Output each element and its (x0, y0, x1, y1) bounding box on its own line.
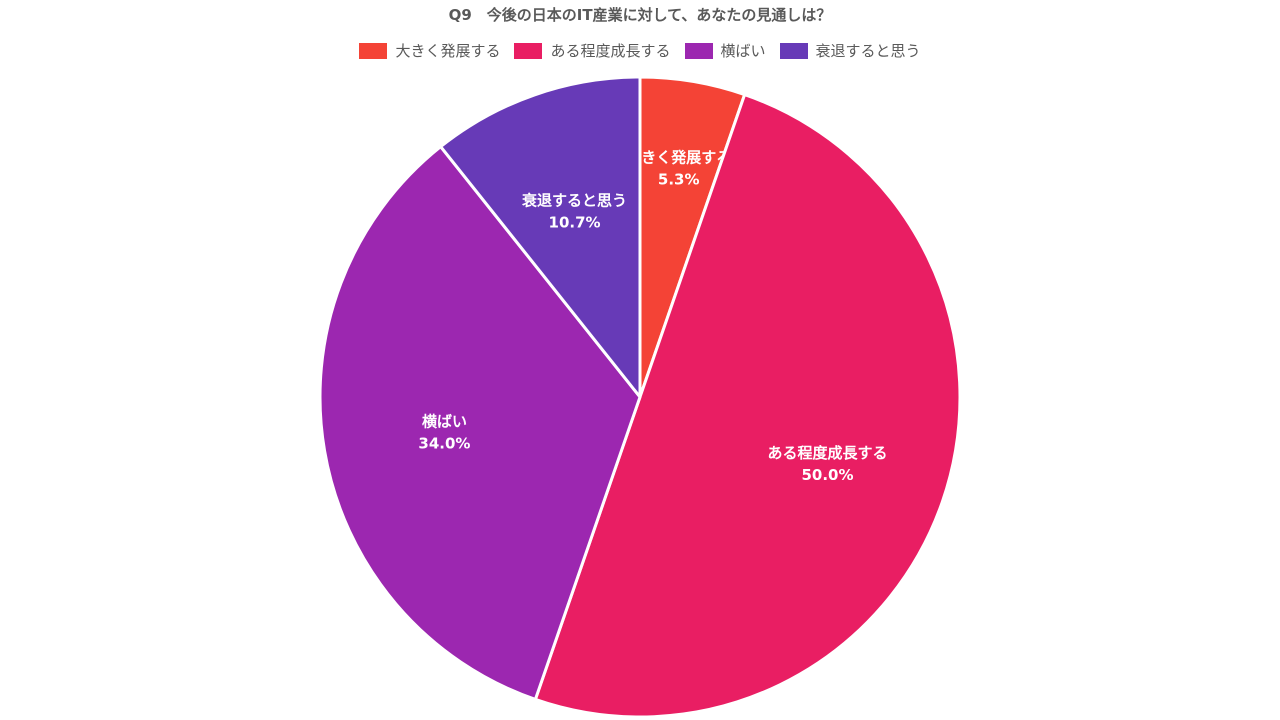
legend-swatch-3 (684, 42, 713, 59)
legend-item-2[interactable]: ある程度成長する (514, 40, 671, 61)
slice-category-label-4: 衰退すると思う (521, 192, 627, 210)
slice-category-label-3: 横ばい (422, 412, 467, 430)
legend: 大きく発展する ある程度成長する 横ばい 衰退すると思う (0, 40, 1280, 61)
chart-title: Q9 今後の日本のIT産業に対して、あなたの見通しは？ (448, 6, 832, 24)
legend-label-4: 衰退すると思う (815, 42, 921, 60)
legend-swatch-1 (359, 42, 388, 59)
legend-label-3: 横ばい (720, 42, 766, 60)
slice-value-label-3: 34.0% (418, 434, 470, 452)
slice-value-label-2: 50.0% (801, 466, 853, 484)
slice-value-label-4: 10.7% (549, 214, 601, 232)
pie-slice-4[interactable] (439, 75, 642, 399)
legend-item-4[interactable]: 衰退すると思う (779, 40, 921, 61)
legend-swatch-4 (779, 42, 808, 59)
legend-label-2: ある程度成長する (550, 42, 671, 60)
pie-slice-2[interactable] (533, 93, 962, 719)
legend-label-1: 大きく発展する (395, 42, 501, 60)
pie-slice-3[interactable] (318, 145, 642, 701)
legend-item-1[interactable]: 大きく発展する (359, 40, 500, 61)
legend-item-3[interactable]: 横ばい (684, 40, 766, 61)
slice-category-label-2: ある程度成長する (767, 444, 887, 462)
legend-swatch-2 (514, 42, 543, 59)
slice-category-label-1: 大きく発展する (626, 149, 731, 167)
slice-value-label-1: 5.3% (658, 171, 700, 189)
